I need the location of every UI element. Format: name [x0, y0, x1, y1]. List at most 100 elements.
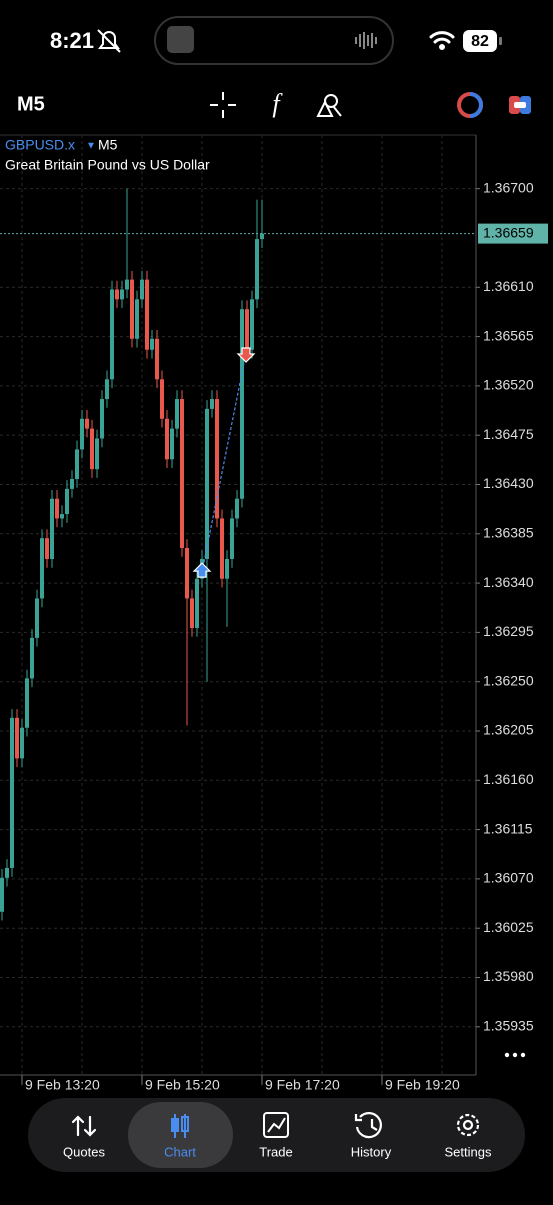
- mute-icon: [97, 29, 121, 53]
- y-tick-label: 1.36070: [483, 870, 534, 886]
- tab-bar: [28, 1098, 525, 1172]
- x-tick-label: 9 Feb 19:20: [385, 1077, 460, 1093]
- candle-body: [165, 418, 169, 460]
- candle-body: [70, 479, 74, 489]
- candle-body: [210, 399, 214, 409]
- candle-body: [80, 418, 84, 450]
- battery: [463, 30, 497, 52]
- x-tick-label: 9 Feb 15:20: [145, 1077, 220, 1093]
- y-tick-label: 1.36385: [483, 524, 534, 540]
- candle-body: [90, 428, 94, 470]
- candle-body: [195, 578, 199, 629]
- y-tick-label: 1.36610: [483, 278, 534, 294]
- y-tick-label: 1.36205: [483, 722, 534, 738]
- candle-body: [65, 488, 69, 515]
- y-tick-label: 1.36025: [483, 919, 534, 935]
- candle-body: [45, 538, 49, 559]
- tab-label[interactable]: Settings: [445, 1144, 492, 1159]
- candle-body: [170, 428, 174, 460]
- candle-body: [160, 379, 164, 419]
- settings-icon: [456, 1113, 480, 1137]
- candle-body: [20, 727, 24, 759]
- y-tick-label: 1.35980: [483, 968, 534, 984]
- candle-body: [235, 498, 239, 519]
- candle-body: [100, 399, 104, 439]
- candle-body: [110, 289, 114, 380]
- objects-button[interactable]: [316, 94, 342, 117]
- candle-body: [255, 239, 259, 300]
- y-tick-label: 1.36475: [483, 426, 534, 442]
- candle-body: [25, 678, 29, 728]
- tab-label[interactable]: History: [351, 1144, 392, 1159]
- crosshair-button[interactable]: [210, 92, 236, 118]
- candle-body: [40, 538, 44, 599]
- y-tick-label: 1.36520: [483, 377, 534, 393]
- candle-body: [95, 438, 99, 470]
- trade-icon: [263, 1112, 289, 1138]
- candle-body: [240, 309, 244, 499]
- candle-body: [75, 449, 79, 480]
- candle-body: [30, 637, 34, 679]
- candle-body: [145, 279, 149, 350]
- more-button[interactable]: [504, 1052, 526, 1058]
- candle-body: [175, 399, 179, 429]
- candle-body: [115, 289, 119, 300]
- x-tick-label: 9 Feb 17:20: [265, 1077, 340, 1093]
- candle-body: [245, 309, 249, 350]
- candle-body: [220, 518, 224, 579]
- candle-body: [0, 877, 4, 912]
- y-tick-label: 1.36295: [483, 623, 534, 639]
- tab-label[interactable]: Quotes: [63, 1144, 105, 1159]
- x-tick-label: 9 Feb 13:20: [25, 1077, 100, 1093]
- candle-body: [10, 717, 14, 868]
- audio-wave: [355, 32, 377, 49]
- y-tick-label: 1.36430: [483, 475, 534, 491]
- tab-label[interactable]: Chart: [164, 1144, 196, 1159]
- clock: 8:21: [50, 28, 94, 53]
- candle-body: [180, 399, 184, 549]
- wifi-icon: [429, 31, 455, 50]
- candle-body: [190, 598, 194, 629]
- candle-body: [15, 717, 19, 759]
- chart-timeframe: M5: [98, 137, 118, 153]
- quotes-icon: [71, 1115, 97, 1137]
- candle-body: [135, 299, 139, 339]
- battery-cap: [499, 37, 502, 45]
- y-tick-label: 1.36700: [483, 179, 534, 195]
- candle-body: [50, 498, 54, 559]
- candle-body: [155, 338, 159, 380]
- candle-body: [140, 279, 144, 300]
- candle-body: [250, 299, 254, 350]
- candle-body: [205, 408, 209, 559]
- one-click-button[interactable]: [457, 92, 483, 118]
- indicators-button[interactable]: f: [272, 89, 283, 118]
- selected-tab-pill: [128, 1102, 233, 1168]
- chart-icon: [171, 1114, 189, 1138]
- candle-body: [215, 399, 219, 519]
- trade-button[interactable]: [509, 96, 531, 114]
- candle-body: [150, 338, 154, 350]
- symbol[interactable]: GBPUSD.x: [5, 137, 75, 153]
- candle-body: [230, 518, 234, 559]
- candle-body: [125, 279, 129, 290]
- candle-body: [225, 558, 229, 579]
- dynamic-island: [154, 16, 394, 65]
- sell-arrow: [236, 347, 256, 363]
- timeframe-button[interactable]: M5: [17, 93, 45, 115]
- candle-body: [35, 598, 39, 638]
- tab-label[interactable]: Trade: [259, 1144, 292, 1159]
- y-tick-label: 1.35935: [483, 1017, 534, 1033]
- chart: 1.36700 1.36610 1.36565 1.36520 1.36475 1.364…: [0, 134, 548, 1093]
- symbol-dropdown[interactable]: ▼: [86, 141, 96, 152]
- buy-arrow: [192, 562, 212, 578]
- y-tick-label: 1.36115: [483, 820, 533, 836]
- y-tick-label: 1.36340: [483, 574, 534, 590]
- candle-body: [60, 514, 64, 519]
- candle-body: [105, 379, 109, 400]
- last-price-label: 1.36659: [483, 224, 534, 240]
- history-icon: [354, 1112, 382, 1139]
- candle-body: [55, 498, 59, 519]
- candle-body: [85, 418, 89, 429]
- y-tick-label: 1.36160: [483, 771, 534, 787]
